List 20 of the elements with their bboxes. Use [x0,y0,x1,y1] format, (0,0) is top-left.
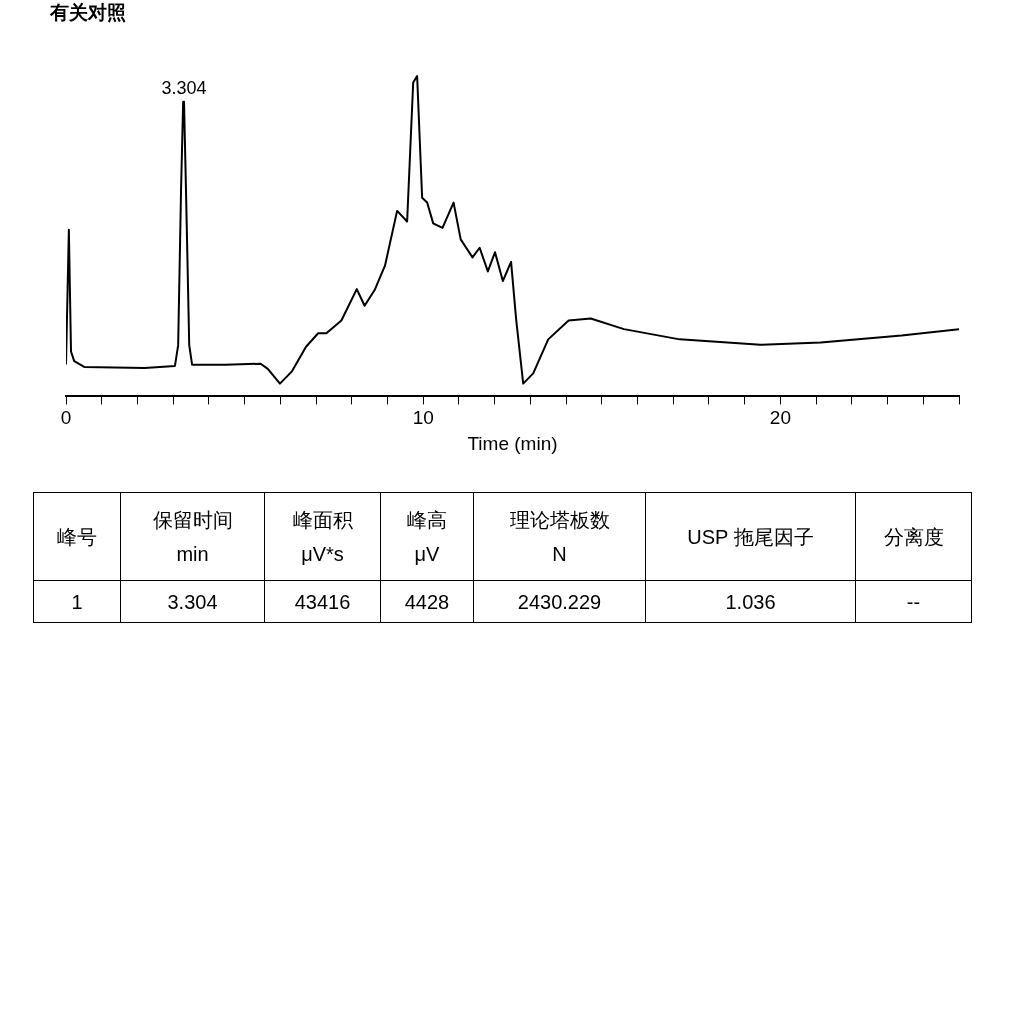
category-label: USP 拖尾因子 [645,492,856,581]
x-tick-label: 20 [769,407,791,429]
chart-title: 有关对照 [50,1,126,25]
category-label: 峰高 μV [380,492,474,581]
text: -- [855,580,972,623]
category-label: 峰面积 μV*s [264,492,381,581]
category-label: 保留时间 min [120,492,265,581]
text: 4428 [380,580,474,623]
category-label: 峰号 [33,492,121,581]
text: 1.036 [645,580,856,623]
text: 3.304 [120,580,265,623]
category-label: 分离度 [855,492,972,581]
x-tick-label: 10 [412,407,434,429]
text: 2430.229 [473,580,646,623]
category-label: 理论塔板数 N [473,492,646,581]
text: 1 [33,580,121,623]
annotation: 3.304 [161,77,207,98]
x-axis-title: Time (min) [467,432,558,454]
text: 43416 [264,580,381,623]
x-tick-label: 0 [60,407,72,429]
